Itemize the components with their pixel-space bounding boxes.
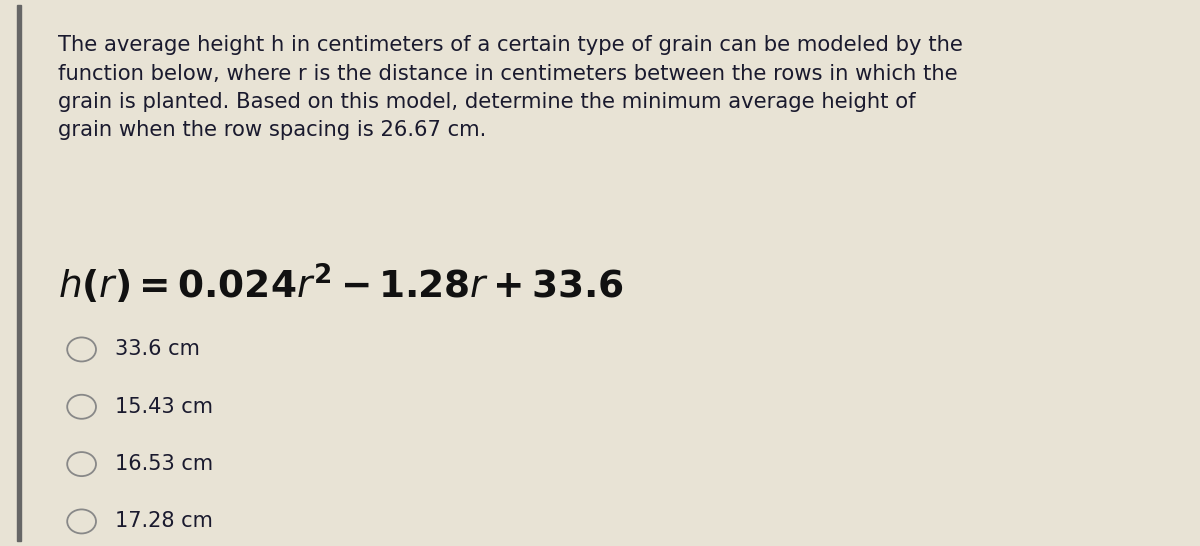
Text: 33.6 cm: 33.6 cm <box>115 340 200 359</box>
Text: 17.28 cm: 17.28 cm <box>115 512 214 531</box>
Text: 15.43 cm: 15.43 cm <box>115 397 214 417</box>
Text: $\mathbf{\mathit{h}(\mathit{r}) = 0.024\mathit{r}^2 - 1.28\mathit{r} + 33.6}$: $\mathbf{\mathit{h}(\mathit{r}) = 0.024\… <box>58 262 623 306</box>
Text: The average height h in centimeters of a certain type of grain can be modeled by: The average height h in centimeters of a… <box>58 35 962 140</box>
Text: 16.53 cm: 16.53 cm <box>115 454 214 474</box>
